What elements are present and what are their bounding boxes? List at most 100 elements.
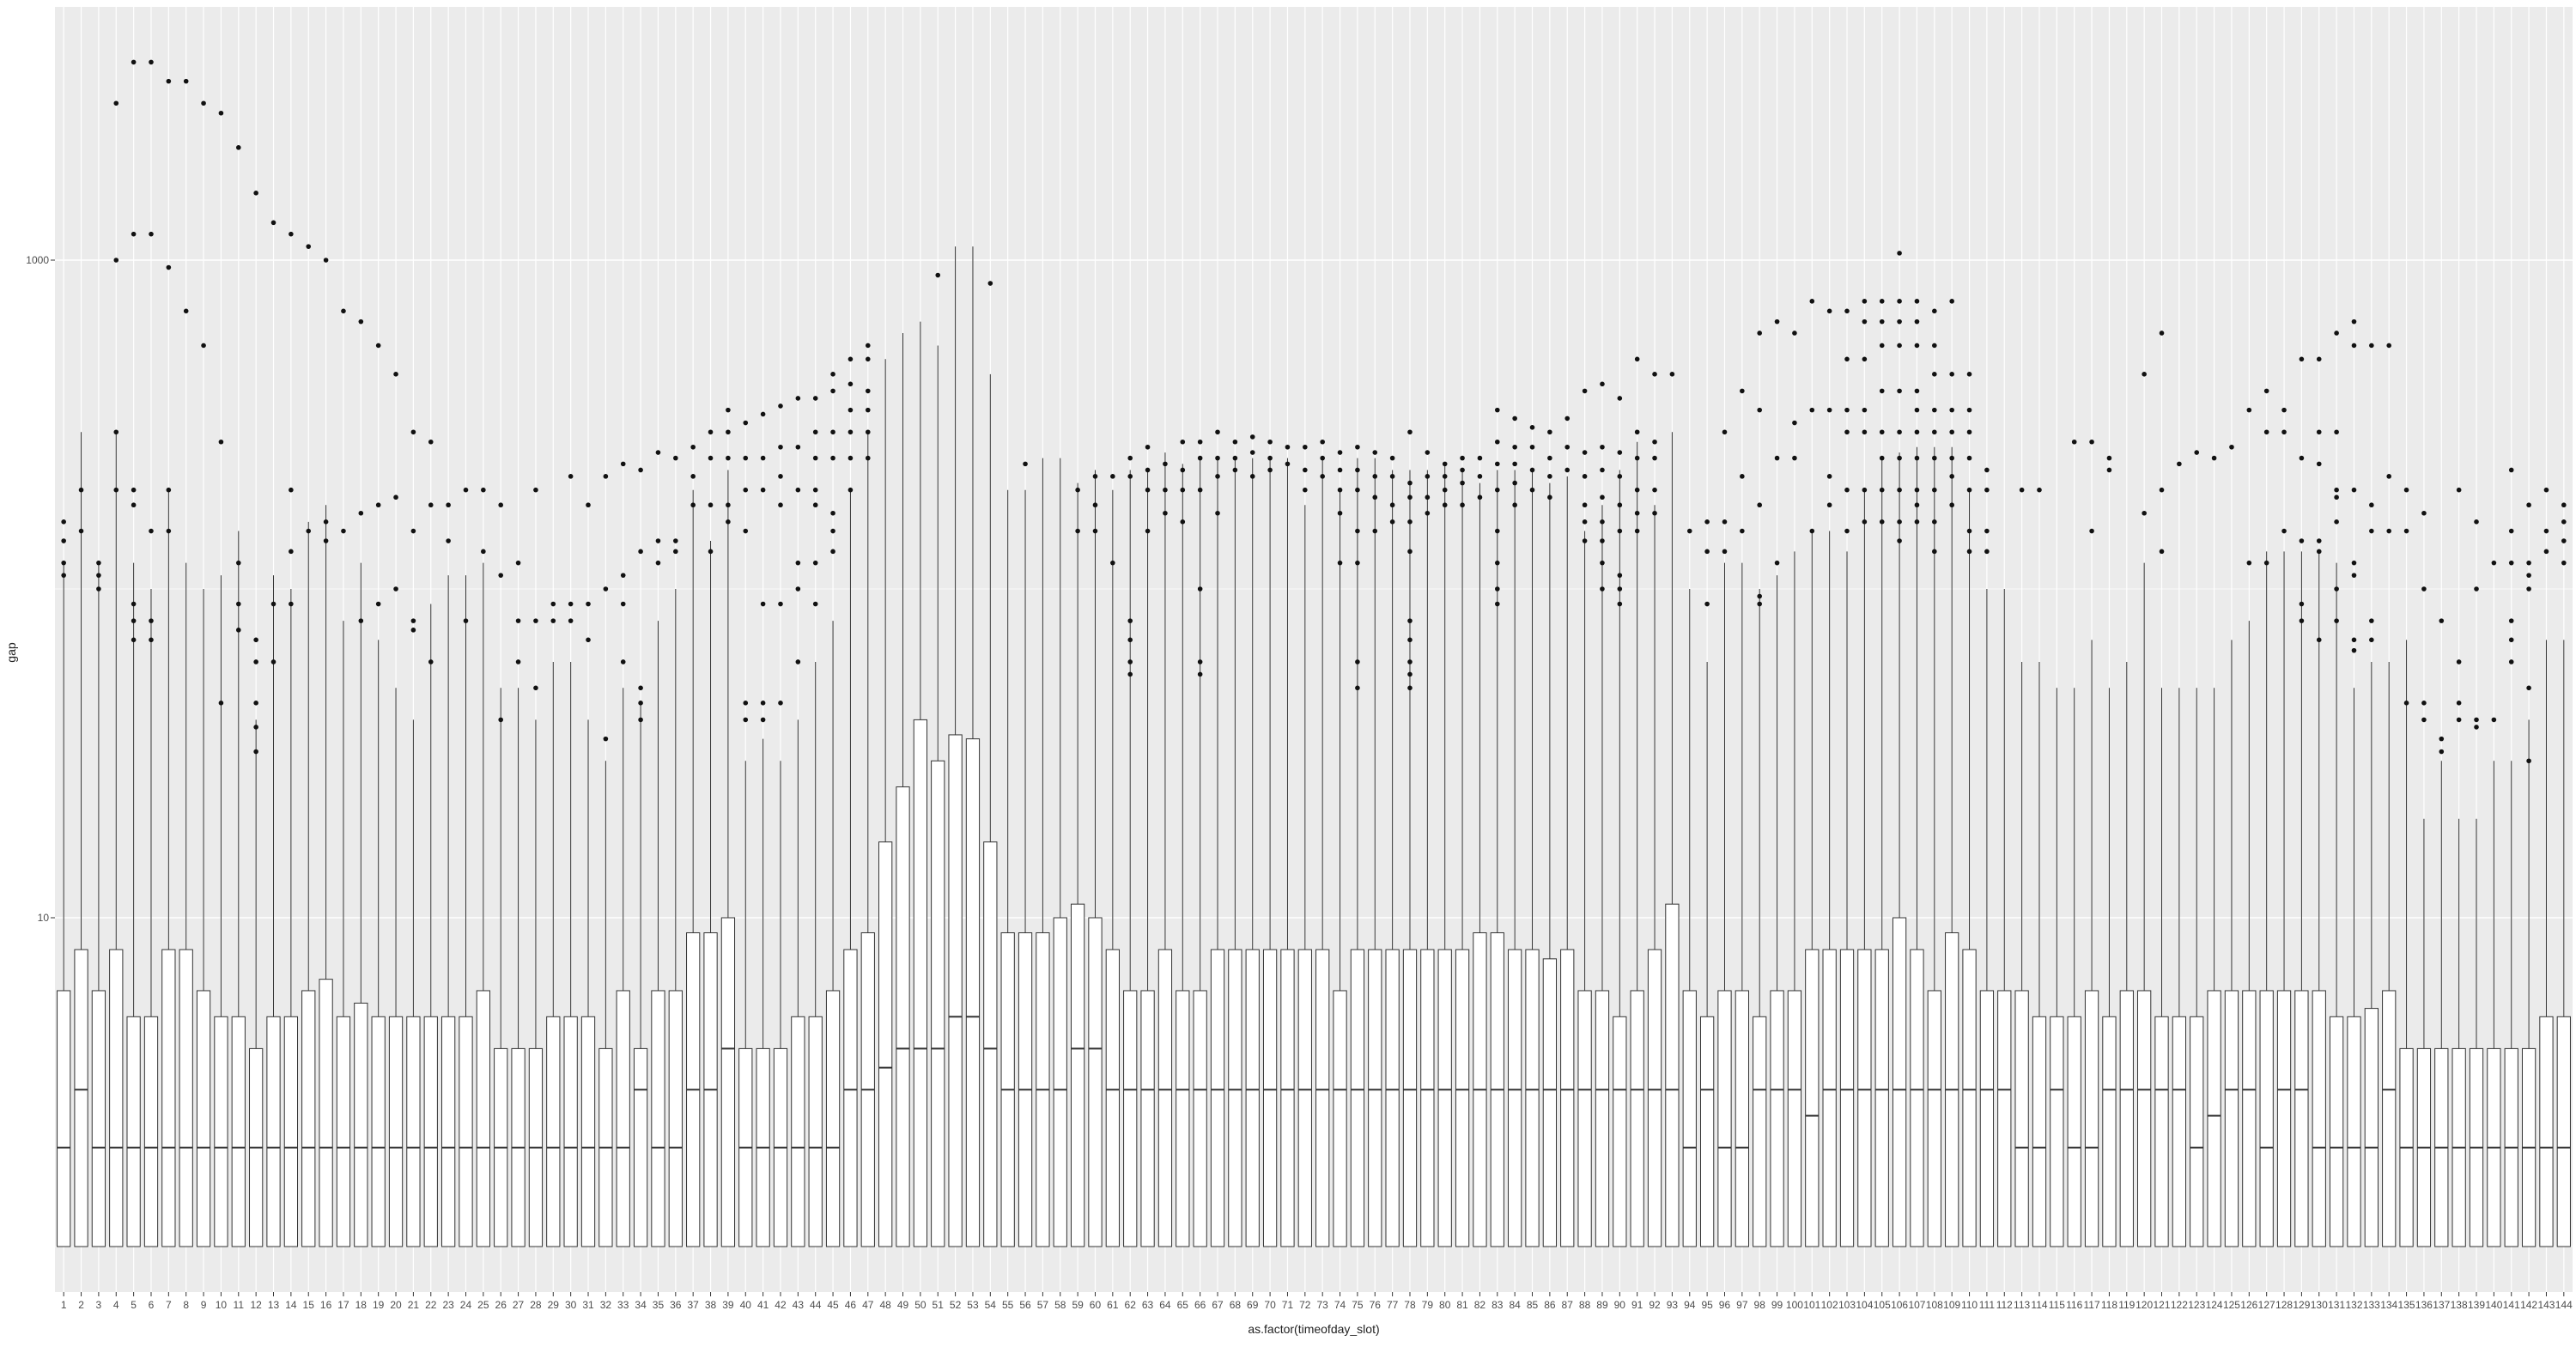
outlier-point xyxy=(1110,474,1115,479)
outlier-point xyxy=(2386,474,2392,479)
box-iqr xyxy=(1368,949,1382,1247)
outlier-point xyxy=(1337,510,1343,516)
outlier-point xyxy=(638,717,643,723)
box-iqr xyxy=(580,1016,596,1247)
outlier-point xyxy=(2508,528,2514,534)
box-iqr xyxy=(1053,917,1067,1247)
outlier-point xyxy=(2369,343,2374,349)
y-axis-label: gap xyxy=(4,642,18,663)
outlier-point xyxy=(1914,502,1920,508)
outlier-point xyxy=(1547,429,1552,435)
box-iqr xyxy=(1979,990,1995,1247)
x-tick-label: 59 xyxy=(1072,1299,1084,1311)
box-iqr xyxy=(2224,990,2239,1247)
box-iqr xyxy=(2154,1016,2169,1247)
outlier-point xyxy=(2281,528,2287,534)
outlier-point xyxy=(1966,455,1972,461)
outlier-point xyxy=(1547,474,1552,479)
box-iqr xyxy=(1455,949,1470,1247)
box-69 xyxy=(1245,458,1260,1247)
x-tick-label: 61 xyxy=(1107,1299,1119,1311)
x-tick-label: 41 xyxy=(757,1299,769,1311)
outlier-point xyxy=(2316,356,2322,362)
box-iqr xyxy=(1735,990,1749,1247)
outlier-point xyxy=(1600,495,1605,501)
box-55 xyxy=(1000,489,1015,1247)
outlier-point xyxy=(1564,416,1571,422)
outlier-point xyxy=(1897,319,1902,325)
outlier-point xyxy=(830,510,835,516)
box-iqr xyxy=(476,990,490,1247)
box-iqr xyxy=(1542,958,1558,1247)
box-111 xyxy=(1979,589,1995,1247)
outlier-point xyxy=(1617,586,1623,592)
outlier-point xyxy=(2456,659,2462,664)
x-tick-label: 95 xyxy=(1701,1299,1713,1311)
outlier-point xyxy=(2508,560,2514,566)
x-tick-label: 11 xyxy=(234,1299,245,1311)
box-iqr xyxy=(2556,1016,2571,1247)
outlier-point xyxy=(1232,455,1238,461)
outlier-point xyxy=(393,495,398,501)
outlier-point xyxy=(131,487,137,493)
box-iqr xyxy=(1193,990,1207,1247)
x-tick-label: 68 xyxy=(1230,1299,1242,1311)
outlier-point xyxy=(2351,560,2357,566)
outlier-point xyxy=(1600,560,1605,566)
outlier-point xyxy=(1249,474,1255,479)
box-iqr xyxy=(1157,949,1173,1247)
x-tick-label: 55 xyxy=(1002,1299,1014,1311)
outlier-point xyxy=(2561,519,2567,525)
outlier-point xyxy=(1529,467,1535,473)
x-tick-label: 26 xyxy=(495,1299,507,1311)
outlier-point xyxy=(1460,502,1465,508)
box-97 xyxy=(1735,562,1749,1247)
outlier-point xyxy=(131,618,137,623)
outlier-point xyxy=(253,749,258,755)
outlier-point xyxy=(1897,429,1902,435)
x-tick-label: 108 xyxy=(1926,1299,1943,1311)
x-tick-label: 33 xyxy=(617,1299,629,1311)
outlier-point xyxy=(1355,685,1360,691)
outlier-point xyxy=(1704,549,1710,555)
outlier-point xyxy=(1914,299,1920,304)
box-iqr xyxy=(1839,949,1855,1247)
outlier-point xyxy=(1722,429,1728,435)
outlier-point xyxy=(1932,407,1937,413)
outlier-point xyxy=(1932,308,1937,314)
box-iqr xyxy=(2172,1016,2187,1247)
box-114 xyxy=(2032,661,2047,1247)
outlier-point xyxy=(1494,560,1500,566)
x-tick-label: 90 xyxy=(1614,1299,1626,1311)
outlier-point xyxy=(515,659,521,664)
outlier-point xyxy=(586,601,591,607)
box-107 xyxy=(1910,446,1924,1247)
box-16 xyxy=(319,505,333,1247)
box-iqr xyxy=(266,1016,281,1247)
outlier-point xyxy=(446,538,451,543)
outlier-point xyxy=(1407,429,1413,435)
box-iqr xyxy=(913,719,928,1247)
x-tick-label: 139 xyxy=(2468,1299,2485,1311)
outlier-point xyxy=(2177,461,2182,467)
outlier-point xyxy=(1407,495,1413,501)
outlier-point xyxy=(1145,487,1151,493)
outlier-point xyxy=(1740,528,1745,534)
outlier-point xyxy=(2526,758,2531,764)
box-iqr xyxy=(459,1016,473,1247)
box-101 xyxy=(1805,531,1820,1247)
outlier-point xyxy=(1914,487,1920,493)
box-37 xyxy=(686,489,701,1247)
box-iqr xyxy=(1647,949,1662,1247)
outlier-point xyxy=(2089,528,2094,534)
x-tick-label: 52 xyxy=(950,1299,962,1311)
outlier-point xyxy=(1145,528,1151,534)
outlier-point xyxy=(1826,474,1832,479)
box-102 xyxy=(1822,531,1837,1247)
outlier-point xyxy=(1809,528,1815,534)
outlier-point xyxy=(131,59,137,65)
box-41 xyxy=(756,738,770,1247)
box-67 xyxy=(1210,458,1225,1247)
x-tick-label: 99 xyxy=(1771,1299,1783,1311)
outlier-point xyxy=(1303,487,1308,493)
